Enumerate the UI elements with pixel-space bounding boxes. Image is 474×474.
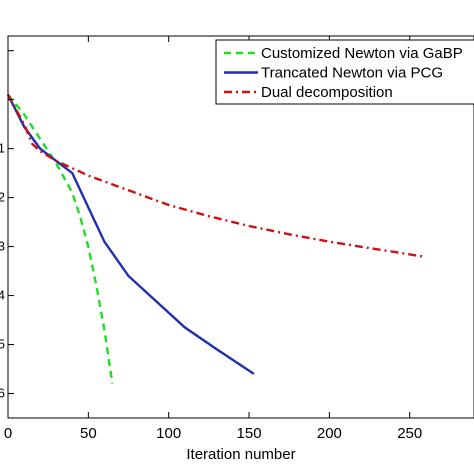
x-axis-label: Iteration number [186,446,295,463]
legend: Customized Newton via GaBP Trancated Newt… [215,39,474,105]
x-tick-label: 200 [317,425,342,442]
ticks-layer: 0 50 100 150 200 250 1 2 3 4 5 6 [0,36,422,442]
y-tick-label: 3 [0,239,5,254]
series-line-0 [7,94,114,384]
series-layer [6,94,423,384]
y-tick-label: 1 [0,141,5,156]
y-tick-label: 6 [0,386,5,401]
series-line-1 [6,94,255,375]
y-tick-label: 2 [0,190,5,205]
legend-label-2: Dual decomposition [261,84,393,101]
x-tick-label: 150 [237,425,262,442]
x-tick-label: 250 [397,425,422,442]
x-tick-label: 0 [4,425,12,442]
x-tick-label: 50 [80,425,97,442]
plot-frame [7,35,474,419]
y-tick-label: 5 [0,337,5,352]
x-tick-label: 100 [156,425,181,442]
series-line-2 [6,94,423,258]
y-tick-label: 4 [0,288,5,303]
legend-label-1: Trancated Newton via PCG [261,65,443,82]
legend-label-0: Customized Newton via GaBP [261,45,463,62]
legend-box [215,39,474,105]
